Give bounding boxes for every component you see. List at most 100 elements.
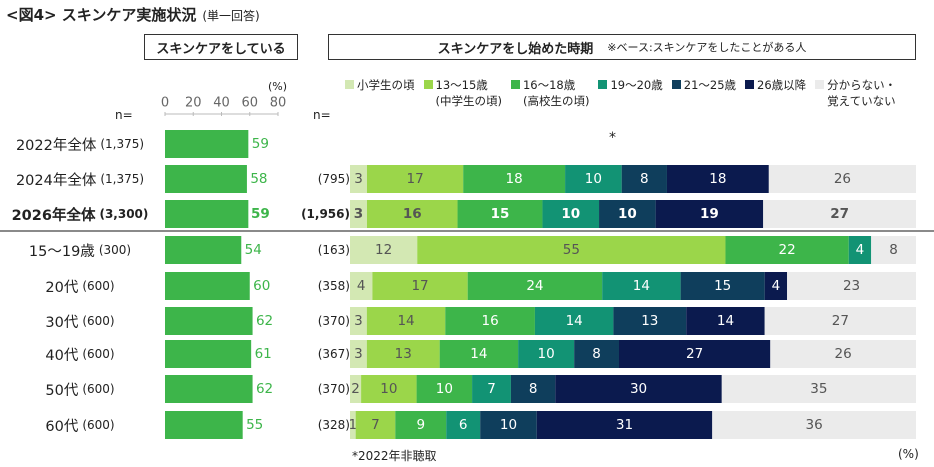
right-n-label: n= — [313, 108, 331, 122]
right-header: スキンケアをし始めた時期 ※ベース:スキンケアをしたことがある人 — [328, 34, 916, 60]
row-count: (1,375) — [100, 137, 145, 151]
left-bar-label: 59 — [252, 136, 269, 152]
right-unit: (%) — [898, 447, 919, 461]
row-category-label: 30代 — [45, 314, 79, 331]
stacked-segment-label: 26 — [835, 346, 852, 362]
row-count: (3,300) — [99, 207, 149, 221]
stacked-segment-label: 8 — [529, 381, 538, 397]
stacked-segment — [602, 272, 681, 300]
legend-label: 分からない・ 覚えていない — [827, 78, 897, 108]
stacked-segment — [350, 375, 362, 403]
left-bar-label: 62 — [256, 381, 273, 397]
stacked-segment-label: 9 — [416, 417, 425, 433]
row-category: 2024年全体 (1,375) — [0, 165, 160, 193]
row-category: 2022年全体 (1,375) — [0, 130, 160, 158]
legend-label: 21〜25歳 — [683, 78, 737, 92]
stacked-segment-label: 10 — [585, 171, 602, 187]
stacked-segment-label: 13 — [641, 313, 658, 329]
stacked-segment — [445, 307, 535, 335]
row-count: (600) — [82, 382, 115, 396]
row-category-label: 2026年全体 — [11, 207, 96, 224]
stacked-segment — [361, 375, 417, 403]
stacked-segment — [721, 375, 916, 403]
stacked-segment-label: 17 — [406, 171, 423, 187]
left-bar-label: 60 — [253, 278, 270, 294]
stacked-segment-label: 8 — [592, 346, 601, 362]
stacked-segment — [787, 272, 916, 300]
left-bar — [165, 130, 249, 158]
stacked-segment-label: 27 — [830, 206, 849, 222]
legend-swatch — [815, 80, 825, 89]
left-bar — [165, 340, 252, 368]
left-bar-label: 59 — [251, 206, 270, 222]
stacked-segment-label: 26 — [834, 171, 851, 187]
legend-item: 21〜25歳 — [671, 77, 737, 109]
stacked-segment-label: 14 — [717, 313, 734, 329]
left-axis-tick: 40 — [213, 96, 230, 111]
stacked-segment — [848, 236, 872, 264]
legend: 小学生の頃 13〜15歳 (中学生の頃) 16〜18歳 (高校生の頃) 19〜20歳 21〜… — [345, 77, 905, 109]
row-category-label: 15〜19歳 — [28, 243, 95, 260]
stacked-segment — [770, 340, 916, 368]
stacked-segment — [350, 340, 367, 368]
stacked-segment-label: 31 — [616, 417, 633, 433]
stacked-segment — [764, 272, 788, 300]
left-bar — [165, 165, 247, 193]
left-bar — [165, 272, 250, 300]
stacked-segment-label: 8 — [889, 242, 898, 258]
legend-item: 16〜18歳 (高校生の頃) — [510, 77, 589, 109]
row-category-label: 2022年全体 — [15, 137, 97, 154]
stacked-segment — [666, 165, 769, 193]
stacked-segment — [542, 200, 600, 228]
legend-swatch — [745, 80, 755, 89]
stacked-segment-label: 6 — [459, 417, 468, 433]
stacked-segment — [366, 307, 446, 335]
stacked-segment-label: 22 — [779, 242, 796, 258]
legend-swatch — [423, 80, 433, 89]
stacked-segment — [712, 411, 916, 439]
left-n-label: n= — [115, 108, 133, 122]
right-row-count: (163) — [317, 243, 350, 257]
stacked-segment — [366, 165, 464, 193]
row-count: (600) — [82, 418, 115, 432]
stacked-segment-label: 10 — [380, 381, 397, 397]
stacked-segment — [599, 200, 656, 228]
left-bar — [165, 411, 243, 439]
stacked-segment-label: 30 — [630, 381, 647, 397]
row-count: (600) — [82, 279, 115, 293]
legend-label: 19〜20歳 — [610, 78, 663, 92]
legend-item: 19〜20歳 — [598, 77, 663, 109]
row-category: 50代 (600) — [0, 375, 160, 403]
stacked-segment — [768, 165, 916, 193]
stacked-segment — [763, 200, 916, 228]
legend-swatch — [345, 80, 354, 89]
asterisk-mark: * — [609, 130, 616, 146]
stacked-segment — [510, 375, 556, 403]
left-axis-unit: (%) — [268, 80, 288, 93]
row-count: (300) — [98, 243, 132, 257]
stacked-segment — [366, 340, 440, 368]
stacked-segment — [480, 411, 537, 439]
stacked-segment — [350, 200, 367, 228]
stacked-segment — [463, 165, 566, 193]
stacked-segment-label: 2 — [351, 381, 360, 397]
row-category: 40代 (600) — [0, 340, 160, 368]
row-category-label: 20代 — [45, 279, 79, 296]
legend-item: 13〜15歳 (中学生の頃) — [423, 77, 502, 109]
stacked-segment-label: 4 — [772, 278, 781, 294]
stacked-segment — [655, 200, 764, 228]
left-bar — [165, 236, 242, 264]
row-category: 2026年全体 (3,300) — [0, 200, 160, 228]
left-axis-tick: 60 — [241, 96, 258, 111]
stacked-segment — [613, 307, 687, 335]
stacked-segment-label: 18 — [506, 171, 523, 187]
stacked-segment-label: 7 — [487, 381, 496, 397]
stacked-segment-label: 14 — [566, 313, 583, 329]
right-row-count: (367) — [317, 347, 350, 361]
stacked-segment-label: 14 — [470, 346, 487, 362]
right-header-label: スキンケアをし始めた時期 — [437, 41, 594, 57]
stacked-segment — [350, 411, 356, 439]
stacked-segment-label: 36 — [806, 417, 823, 433]
stacked-segment-label: 27 — [832, 313, 849, 329]
